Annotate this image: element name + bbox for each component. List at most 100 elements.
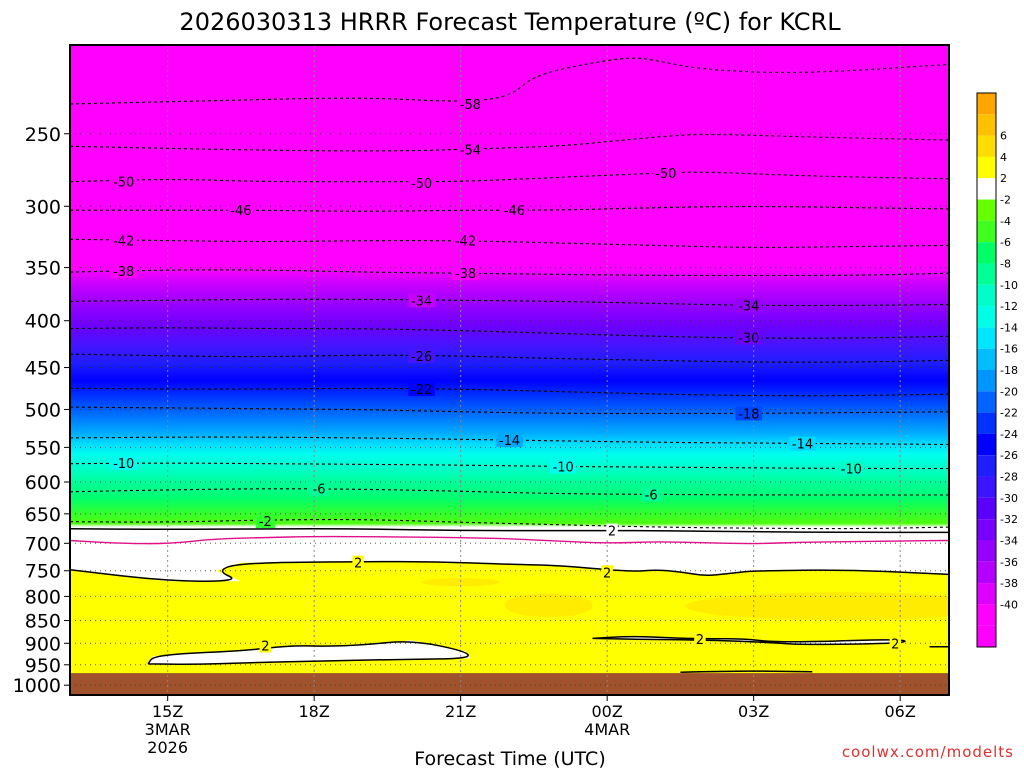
contour-label--50: -50 bbox=[113, 176, 134, 191]
colorbar-swatch-16 bbox=[977, 284, 996, 307]
contour-label-bg bbox=[255, 514, 275, 529]
colorbar-label--28: -28 bbox=[1000, 471, 1018, 484]
contour-label-bg bbox=[601, 565, 613, 580]
contour-2-15 bbox=[70, 528, 949, 534]
colorbar-label--6: -6 bbox=[1000, 236, 1011, 249]
colorbar-swatch-24 bbox=[977, 114, 996, 136]
contour-label-bg bbox=[735, 298, 763, 313]
contour-label--22: -22 bbox=[411, 383, 432, 398]
colorbar-label--18: -18 bbox=[1000, 364, 1018, 377]
contour-label-bg bbox=[110, 174, 137, 189]
colorbar-label--2: -2 bbox=[1000, 194, 1011, 207]
contour-label-2: 2 bbox=[608, 525, 616, 540]
contour-label-bg bbox=[227, 203, 255, 218]
colorbar-label--10: -10 bbox=[1000, 279, 1018, 292]
contour--34-6 bbox=[70, 298, 949, 307]
y-tick-label-550: 550 bbox=[25, 437, 61, 459]
y-tick-label-500: 500 bbox=[25, 399, 61, 421]
contour-label-2: 2 bbox=[891, 637, 899, 652]
contour-label--34: -34 bbox=[411, 294, 432, 309]
y-tick-label-300: 300 bbox=[25, 196, 61, 218]
contour-label--46: -46 bbox=[230, 204, 251, 219]
colorbar-swatch-20 bbox=[977, 199, 996, 221]
contour-label-bg bbox=[408, 348, 435, 363]
y-tick-label-1000: 1000 bbox=[13, 675, 61, 697]
contour-label--58: -58 bbox=[460, 98, 481, 113]
x-tick-label-18Z-0: 18Z bbox=[299, 702, 330, 721]
colorbar-swatch-13 bbox=[977, 348, 996, 370]
colorbar-swatch-1 bbox=[977, 604, 996, 626]
contour--26-8 bbox=[70, 353, 949, 363]
colorbar-label--32: -32 bbox=[1000, 513, 1018, 526]
contour--50-2 bbox=[70, 171, 949, 183]
contour-2-18 bbox=[592, 635, 906, 646]
contour-label--14: -14 bbox=[792, 438, 813, 453]
colorbar-swatch-17 bbox=[977, 263, 996, 285]
contour-2-17 bbox=[147, 641, 469, 665]
x-axis-label: Forecast Time (UTC) bbox=[414, 748, 605, 768]
contour-label-bg bbox=[457, 142, 484, 157]
contour-label--50: -50 bbox=[655, 167, 676, 182]
contour-label--26: -26 bbox=[411, 350, 432, 365]
y-tick-label-850: 850 bbox=[25, 611, 61, 633]
y-tick-label-750: 750 bbox=[25, 561, 61, 583]
contour-label--10: -10 bbox=[553, 460, 574, 475]
contour-label--6: -6 bbox=[645, 488, 658, 503]
contour-label-2: 2 bbox=[354, 557, 362, 572]
contour-label--6: -6 bbox=[313, 483, 326, 498]
contour-label-bg bbox=[549, 459, 577, 474]
colorbar-label--26: -26 bbox=[1000, 449, 1018, 462]
y-tick-label-350: 350 bbox=[25, 258, 61, 280]
contour--14-11 bbox=[70, 436, 949, 446]
warm-patch-0 bbox=[504, 593, 593, 618]
colorbar-label--4: -4 bbox=[1000, 215, 1011, 228]
colorbar-swatch-10 bbox=[977, 412, 996, 434]
y-tick-label-950: 950 bbox=[25, 655, 61, 677]
colorbar-label--12: -12 bbox=[1000, 300, 1018, 313]
contour--6-13 bbox=[70, 488, 949, 496]
contour-label-bg bbox=[735, 406, 763, 421]
credit-link[interactable]: coolwx.com/modelts bbox=[842, 743, 1014, 761]
colorbar-swatch-19 bbox=[977, 220, 996, 243]
colorbar-label--38: -38 bbox=[1000, 577, 1018, 590]
contour-label--54: -54 bbox=[460, 143, 481, 158]
contour-label--14: -14 bbox=[499, 434, 520, 449]
temperature-field bbox=[70, 45, 949, 695]
contour-label--46: -46 bbox=[504, 204, 525, 219]
chart-title: 2026030313 HRRR Forecast Temperature (ºC… bbox=[179, 8, 841, 36]
contour-label--2: -2 bbox=[259, 515, 272, 530]
contour-label--18: -18 bbox=[738, 407, 759, 422]
colorbar-label-4: 4 bbox=[1000, 151, 1007, 164]
contour--30-7 bbox=[70, 327, 949, 339]
contour--18-10 bbox=[70, 406, 949, 414]
plot-area: -58 -54 -50 -50 -50 -46 -46 -42 -42 -38 -38 -34 -34 -… bbox=[70, 45, 949, 695]
contour-2-16 bbox=[70, 560, 949, 582]
colorbar-label--14: -14 bbox=[1000, 321, 1018, 334]
colorbar-label--8: -8 bbox=[1000, 257, 1011, 270]
colorbar-label--34: -34 bbox=[1000, 534, 1018, 547]
contour-label-bg bbox=[110, 233, 137, 248]
contour-label-2: 2 bbox=[603, 566, 611, 581]
contour-label-bg bbox=[652, 166, 680, 181]
contour-label--10: -10 bbox=[841, 463, 862, 478]
contour-label--42: -42 bbox=[113, 235, 134, 250]
colorbar-label--24: -24 bbox=[1000, 428, 1018, 441]
x-tick-label-15Z-0: 15Z bbox=[152, 702, 183, 721]
colorbar-swatch-12 bbox=[977, 370, 996, 392]
colorbar-label--22: -22 bbox=[1000, 407, 1018, 420]
contour-label-bg bbox=[352, 555, 364, 570]
colorbar-swatch-5 bbox=[977, 519, 996, 541]
contour-label-bg bbox=[501, 203, 528, 218]
colorbar-swatch-7 bbox=[977, 476, 996, 498]
colorbar-swatch-22 bbox=[977, 156, 996, 179]
contour-label-bg bbox=[110, 263, 137, 278]
y-tick-label-450: 450 bbox=[25, 358, 61, 380]
grid-lines bbox=[70, 45, 949, 695]
contour-label-bg bbox=[641, 487, 661, 502]
contour-label--50: -50 bbox=[411, 177, 432, 192]
colorbar-legend: 6 4 2 -2 -4 -6 -8 -10 -12 -14 -16 -18 -20 -22 -24 -26 -2… bbox=[976, 92, 1018, 648]
colorbar-swatch-14 bbox=[977, 327, 996, 349]
colorbar-label--36: -36 bbox=[1000, 556, 1018, 569]
contour-label-bg bbox=[457, 97, 484, 112]
